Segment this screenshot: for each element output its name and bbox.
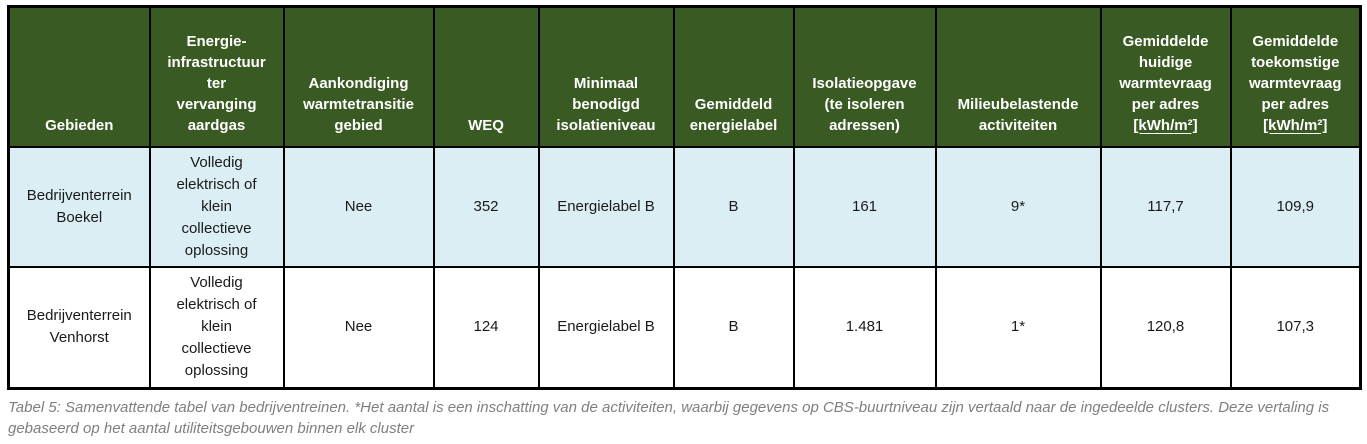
col-header-isolatieopgave: Isolatieopgave (te isoleren adressen) — [792, 5, 937, 148]
cell-aankondiging-warmtetransitie: Nee — [282, 145, 435, 268]
col-header-weq: WEQ — [432, 5, 540, 148]
cell-aankondiging-warmtetransitie: Nee — [282, 265, 435, 390]
cell-gebied: Bedrijventerrein Boekel — [7, 145, 151, 268]
col-header-label: Gebieden — [45, 116, 114, 134]
cell-toekomstige-warmtevraag: 109,9 — [1229, 145, 1362, 268]
cell-gebied: Bedrijventerrein Venhorst — [7, 265, 151, 390]
table-row: Bedrijventerrein Boekel Volledig elektri… — [7, 145, 1362, 268]
table-header-row: Gebieden Energie- infrastructuur ter ver… — [7, 5, 1362, 148]
cell-toekomstige-warmtevraag: 107,3 — [1229, 265, 1362, 390]
col-header-huidige-warmtevraag: Gemiddelde huidige warmtevraag per adres… — [1099, 5, 1232, 148]
col-header-label: Isolatieopgave (te isoleren adressen) — [812, 74, 917, 134]
col-header-label: Milieubelastende activiteiten — [957, 95, 1079, 134]
cell-huidige-warmtevraag: 120,8 — [1099, 265, 1232, 390]
col-header-gebieden: Gebieden — [7, 5, 151, 148]
col-header-label: Gemiddeld energielabel — [689, 95, 778, 134]
cell-isolatieniveau: Energielabel B — [537, 265, 675, 390]
unit-label: [kWh/m²] — [1263, 116, 1328, 134]
col-header-label: Minimaal benodigd isolatieniveau — [556, 74, 656, 134]
col-header-label: WEQ — [468, 116, 504, 134]
cell-isolatieopgave: 161 — [792, 145, 937, 268]
col-header-label: Aankondiging warmtetransitie gebied — [303, 74, 414, 134]
cell-energie-infrastructuur: Volledig elektrisch of klein collectieve… — [148, 145, 285, 268]
cell-isolatieniveau: Energielabel B — [537, 145, 675, 268]
table-row: Bedrijventerrein Venhorst Volledig elekt… — [7, 265, 1362, 390]
cell-huidige-warmtevraag: 117,7 — [1099, 145, 1232, 268]
col-header-label: Gemiddelde huidige warmtevraag per adres — [1119, 32, 1212, 113]
table-caption: Tabel 5: Samenvattende tabel van bedrijv… — [8, 399, 1330, 437]
cell-milieubelastende-activiteiten: 1* — [934, 265, 1102, 390]
col-header-isolatieniveau: Minimaal benodigd isolatieniveau — [537, 5, 675, 148]
col-header-energielabel: Gemiddeld energielabel — [672, 5, 795, 148]
summary-table: Gebieden Energie- infrastructuur ter ver… — [7, 5, 1362, 390]
cell-energielabel: B — [672, 265, 795, 390]
col-header-milieubelastende-activiteiten: Milieubelastende activiteiten — [934, 5, 1102, 148]
cell-milieubelastende-activiteiten: 9* — [934, 145, 1102, 268]
col-header-toekomstige-warmtevraag: Gemiddelde toekomstige warmtevraag per a… — [1229, 5, 1362, 148]
cell-weq: 352 — [432, 145, 540, 268]
col-header-aankondiging-warmtetransitie: Aankondiging warmtetransitie gebied — [282, 5, 435, 148]
unit-label: [kWh/m²] — [1133, 116, 1198, 134]
cell-weq: 124 — [432, 265, 540, 390]
col-header-energie-infrastructuur: Energie- infrastructuur ter vervanging a… — [148, 5, 285, 148]
col-header-label: Energie- infrastructuur ter vervanging a… — [167, 32, 266, 134]
col-header-label: Gemiddelde toekomstige warmtevraag per a… — [1248, 32, 1342, 113]
cell-isolatieopgave: 1.481 — [792, 265, 937, 390]
cell-energie-infrastructuur: Volledig elektrisch of klein collectieve… — [148, 265, 285, 390]
cell-energielabel: B — [672, 145, 795, 268]
